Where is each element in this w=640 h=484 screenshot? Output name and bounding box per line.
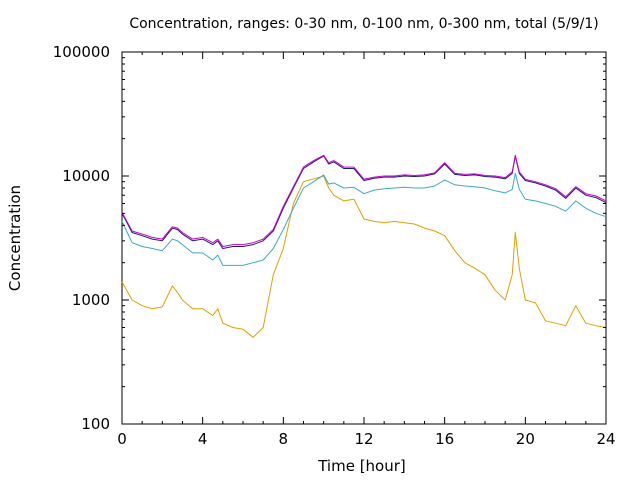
chart-title: Concentration, ranges: 0-30 nm, 0-100 nm… xyxy=(129,16,598,32)
x-axis: 0 4 8 12 16 20 24 xyxy=(117,52,616,448)
x-tick-label: 16 xyxy=(435,430,454,448)
plot-area xyxy=(121,51,607,425)
x-tick-label: 24 xyxy=(596,430,615,448)
series-line xyxy=(121,154,607,247)
series-line xyxy=(121,172,607,266)
x-tick-label: 0 xyxy=(117,430,127,448)
x-axis-label: Time [hour] xyxy=(317,457,406,475)
y-axis: 100 1000 10000 100000 xyxy=(53,43,606,433)
series-line xyxy=(121,155,607,249)
x-tick-label: 8 xyxy=(279,430,289,448)
x-tick-label: 4 xyxy=(198,430,208,448)
series-line xyxy=(121,175,607,338)
y-tick-label: 1000 xyxy=(72,291,110,309)
x-tick-label: 12 xyxy=(354,430,373,448)
series-layer xyxy=(121,154,607,338)
y-axis-label: Concentration xyxy=(6,185,24,291)
y-tick-label: 100000 xyxy=(53,43,110,61)
x-tick-label: 20 xyxy=(516,430,535,448)
y-tick-label: 10000 xyxy=(62,167,110,185)
y-tick-label: 100 xyxy=(81,415,110,433)
